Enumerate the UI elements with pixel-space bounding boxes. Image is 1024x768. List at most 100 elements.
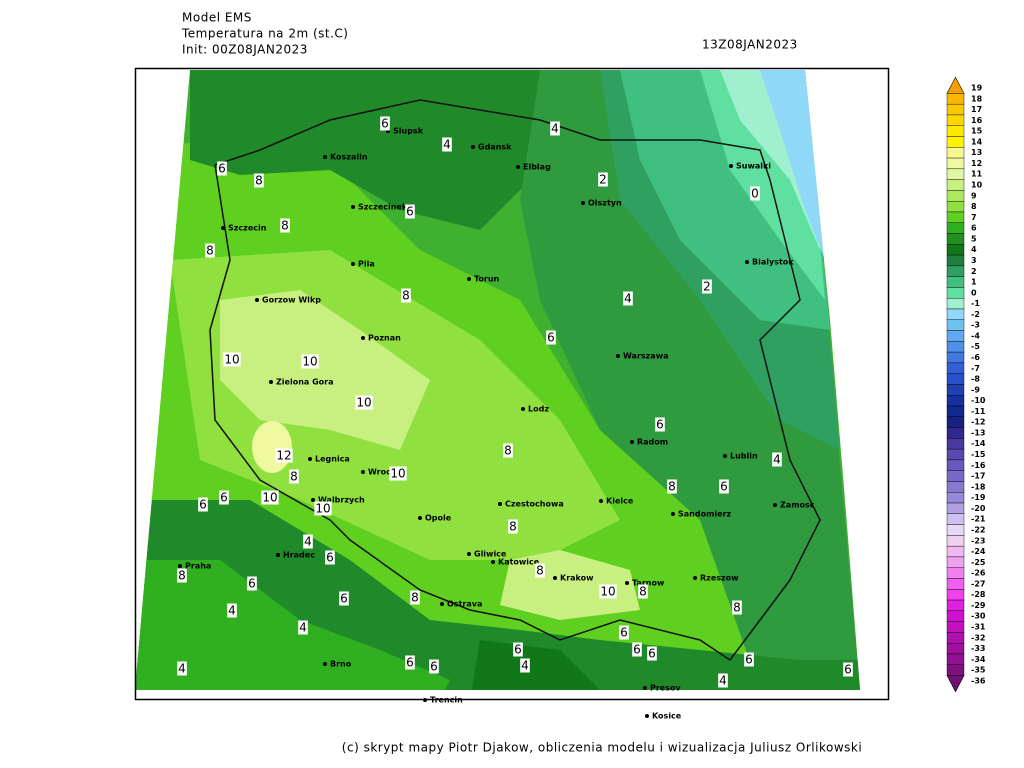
- colorbar-label: 3: [971, 256, 977, 265]
- city-label: Krakow: [560, 574, 594, 583]
- city-dot: [616, 354, 620, 358]
- contour-label-box: [303, 534, 313, 549]
- colorbar-label: 6: [971, 224, 977, 233]
- contour-label: 4: [299, 621, 307, 635]
- contour-label-box: [401, 288, 411, 303]
- colorbar-label: 4: [971, 245, 977, 254]
- colorbar-label: -2: [971, 310, 980, 319]
- colorbar-swatch: [946, 384, 965, 396]
- contour-label-box: [520, 658, 530, 673]
- colorbar-swatch: [946, 244, 965, 256]
- contour-label: 6: [381, 117, 389, 131]
- city-dot: [269, 380, 273, 384]
- city-dot: [323, 662, 327, 666]
- city-label: Opole: [425, 514, 452, 523]
- contour-label: 6: [656, 418, 664, 432]
- contour-label-box: [535, 563, 545, 578]
- city-dot: [351, 205, 355, 209]
- map-frame: [134, 67, 890, 701]
- colorbar-swatch: [946, 136, 965, 148]
- contour-label: 8: [536, 564, 544, 578]
- contour-label-box: [718, 673, 728, 688]
- city-dot: [581, 201, 585, 205]
- contour-label-box: [599, 584, 617, 599]
- colorbar-label: -27: [971, 579, 985, 588]
- contour-label-box: [732, 600, 742, 615]
- colorbar-label: -5: [971, 342, 980, 351]
- contour-label: 8: [411, 591, 419, 605]
- colorbar-cap: [946, 675, 965, 693]
- contour-label: 6: [844, 663, 852, 677]
- city-dot: [276, 553, 280, 557]
- city-dot: [308, 457, 312, 461]
- city-label: Pila: [358, 260, 375, 269]
- city-dot: [255, 298, 259, 302]
- city-dot: [599, 499, 603, 503]
- city-label: Szczecinek: [358, 203, 408, 212]
- city-label: Gliwice: [474, 550, 507, 559]
- model-name: Model EMS: [182, 11, 252, 25]
- city-label: Suwalki: [736, 162, 771, 171]
- colorbar-label: -13: [971, 428, 985, 437]
- colorbar-cap: [946, 76, 965, 94]
- contour-label-box: [177, 661, 187, 676]
- colorbar-label: -26: [971, 569, 986, 578]
- colorbar-label: -15: [971, 450, 986, 459]
- city-label: Ostrava: [447, 600, 482, 609]
- city-dot: [521, 407, 525, 411]
- colorbar-label: -6: [971, 353, 980, 362]
- colorbar-label: 18: [971, 94, 983, 103]
- contour-label: 4: [773, 453, 781, 467]
- contour-label: 10: [302, 355, 317, 369]
- colorbar-swatch: [946, 653, 965, 665]
- contour-label: 6: [514, 643, 522, 657]
- contour-label: 8: [178, 569, 186, 583]
- contour-label: 10: [262, 491, 277, 505]
- colorbar-swatch: [946, 147, 965, 159]
- contour-label: 4: [551, 122, 559, 136]
- city-label: Hradec: [283, 551, 315, 560]
- contour-label-box: [254, 173, 264, 188]
- contour-label-box: [843, 662, 853, 677]
- contour-label: 6: [248, 577, 256, 591]
- city-dot: [645, 714, 649, 718]
- city-label: Rzeszow: [700, 574, 739, 583]
- contour-label-box: [623, 291, 633, 306]
- colorbar-label: -4: [971, 331, 980, 340]
- colorbar-label: -14: [971, 439, 986, 448]
- contour-label: 8: [504, 444, 512, 458]
- colorbar-label: 19: [971, 84, 983, 93]
- contour-label: 6: [199, 498, 207, 512]
- variable-name: Temperatura na 2m (st.C): [181, 27, 349, 41]
- city-label: Kosice: [652, 712, 682, 721]
- colorbar-swatch: [946, 427, 965, 439]
- contour-label: 4: [443, 138, 451, 152]
- colorbar-swatch: [946, 200, 965, 213]
- colorbar-swatch: [946, 395, 965, 407]
- city-label: Wroclaw: [368, 468, 407, 477]
- city-dot: [467, 552, 471, 556]
- contour-label-box: [429, 659, 439, 674]
- city-dot: [361, 470, 365, 474]
- contour-label-box: [261, 490, 279, 505]
- contour-label: 6: [547, 331, 555, 345]
- contour-label: 6: [648, 647, 656, 661]
- contour-label: 6: [720, 480, 728, 494]
- city-label: Poznan: [368, 334, 401, 343]
- contour-label-box: [301, 354, 319, 369]
- city-label: Presov: [650, 684, 681, 693]
- city-label: Katowice: [498, 558, 540, 567]
- contour-label-box: [380, 116, 390, 131]
- city-label: Tarnow: [632, 579, 665, 588]
- city-label: Zamosc: [780, 501, 815, 510]
- contour-label-box: [546, 330, 556, 345]
- contour-label-box: [647, 646, 657, 661]
- contour-label: 6: [340, 592, 348, 606]
- contour-label-box: [503, 443, 513, 458]
- colorbar-label: 13: [971, 148, 982, 157]
- colorbar-swatch: [946, 373, 965, 385]
- colorbar-swatch: [946, 589, 965, 601]
- city-label: Olsztyn: [588, 199, 622, 208]
- contour-label-box: [275, 448, 293, 463]
- contour-label-box: [177, 568, 187, 583]
